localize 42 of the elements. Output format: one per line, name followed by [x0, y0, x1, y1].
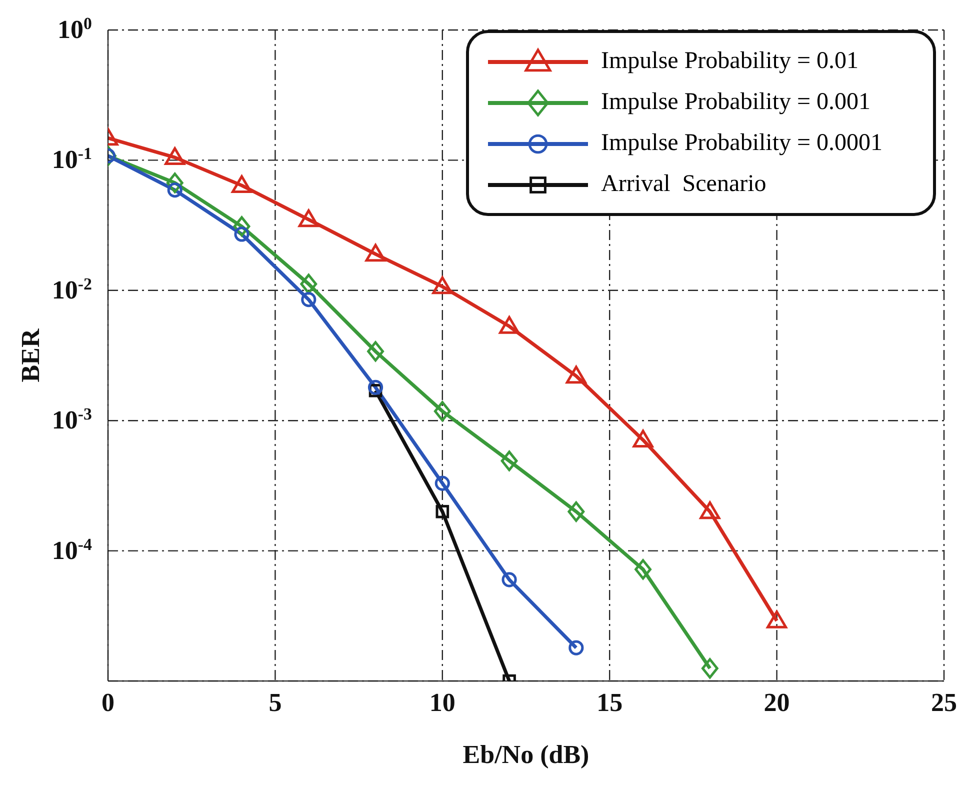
- point: [368, 380, 384, 395]
- point: [233, 216, 250, 237]
- point: [499, 316, 520, 334]
- x-tick-label: 5: [268, 688, 282, 717]
- point: [566, 366, 586, 384]
- legend-label: Impulse Probability = 0.0001: [601, 130, 883, 157]
- point: [502, 572, 517, 588]
- point: [234, 226, 250, 242]
- point: [365, 244, 386, 262]
- legend-label: Impulse Probability = 0.001: [601, 89, 871, 116]
- point: [634, 559, 652, 580]
- y-tick-label: 10$^{-4}$: [52, 534, 93, 565]
- x-tick-label: 10: [429, 688, 456, 717]
- x-tick-label: 0: [102, 688, 114, 717]
- x-tick-label: 25: [931, 688, 957, 717]
- point: [632, 430, 654, 448]
- point: [432, 276, 453, 294]
- point: [164, 147, 186, 165]
- point: [568, 501, 585, 522]
- point: [766, 610, 788, 628]
- y-tick-label: 10$^{-1}$: [52, 144, 92, 174]
- y-axis-title: BER: [16, 328, 46, 382]
- point: [300, 274, 318, 294]
- y-tick-label: 10$^{-3}$: [52, 404, 92, 435]
- x-tick-label: 15: [596, 688, 623, 717]
- point: [500, 450, 518, 472]
- point: [367, 341, 384, 362]
- point: [436, 504, 450, 518]
- legend-label: Impulse Probability = 0.01: [601, 48, 859, 75]
- point: [301, 292, 316, 308]
- point: [434, 476, 450, 491]
- point: [434, 400, 451, 422]
- point: [298, 209, 319, 228]
- point: [700, 501, 720, 520]
- y-tick-label: 10$^{0}$: [58, 14, 92, 44]
- point: [232, 175, 252, 193]
- y-tick-label: 10$^{-2}$: [52, 274, 92, 304]
- x-tick-label: 20: [764, 688, 790, 717]
- legend-label: Arrival Scenario: [601, 171, 766, 198]
- point: [568, 640, 584, 656]
- point: [701, 658, 718, 679]
- x-axis-title: Eb/No (dB): [462, 740, 590, 769]
